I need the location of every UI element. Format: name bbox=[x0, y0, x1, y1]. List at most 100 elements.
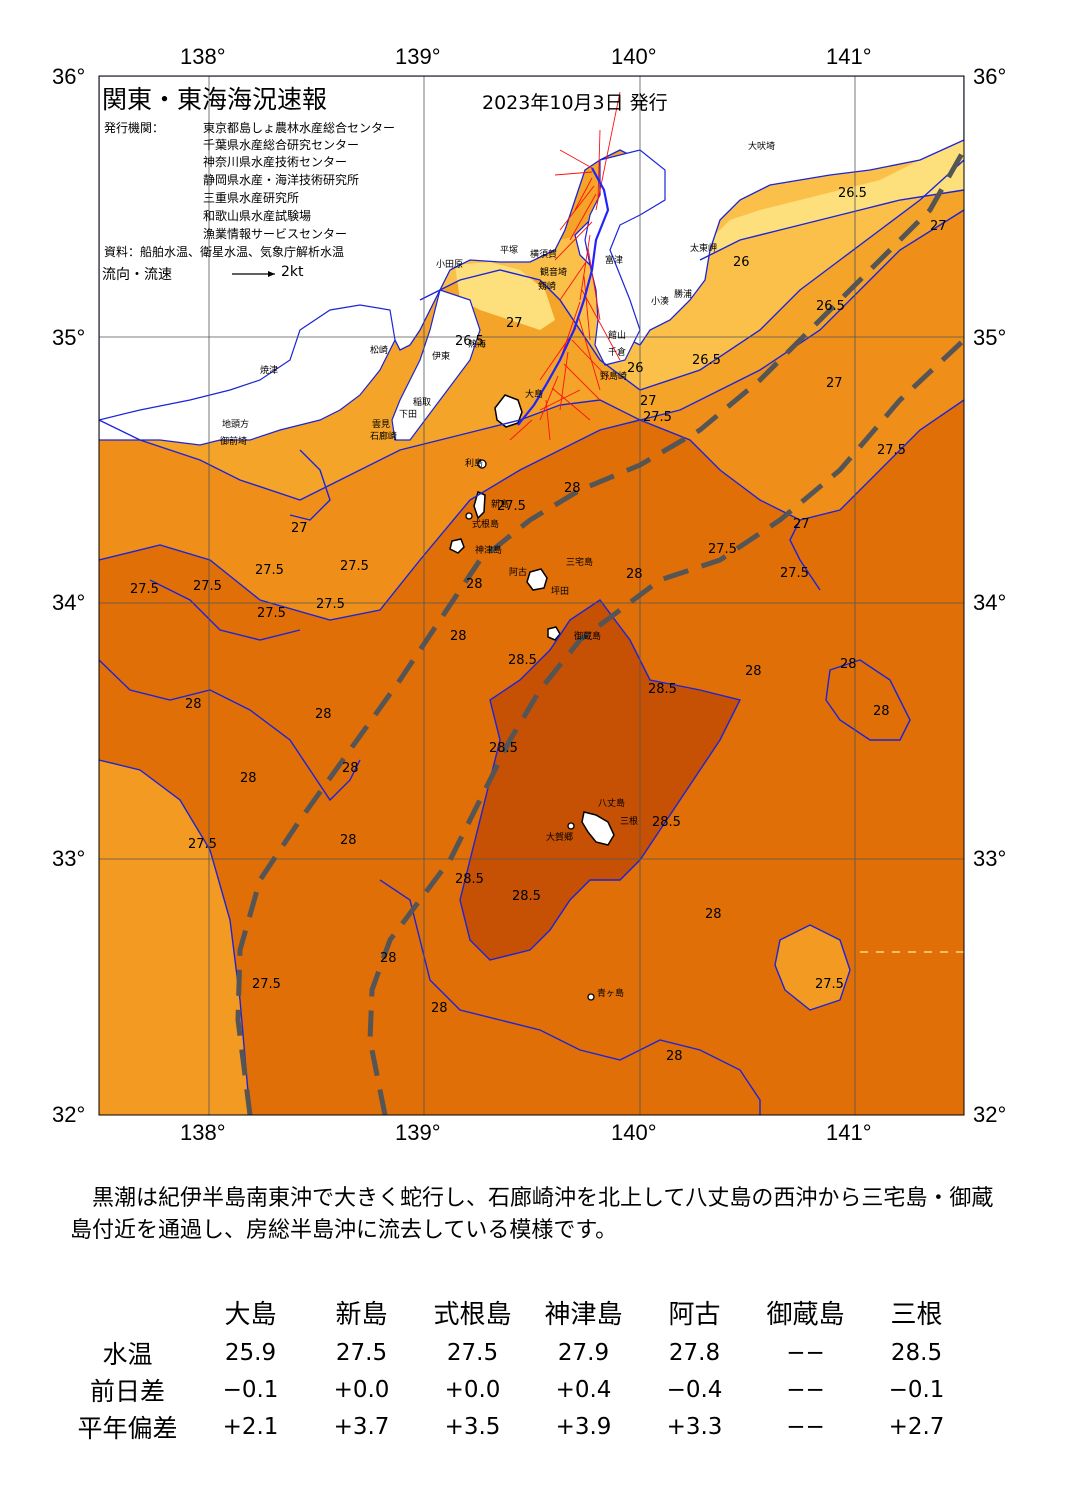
place-name: 利島 bbox=[465, 459, 484, 469]
table-row: 平年偏差 +2.1 +3.7 +3.5 +3.9 +3.3 −− +2.7 bbox=[60, 1408, 972, 1445]
lat-label-left-33: 33° bbox=[52, 846, 86, 871]
current-vectors bbox=[509, 91, 621, 441]
place-name: 大島 bbox=[525, 390, 544, 400]
place-name: 野島崎 bbox=[600, 372, 628, 382]
table-cell: +2.1 bbox=[222, 1413, 279, 1440]
table-cell: +3.7 bbox=[333, 1413, 390, 1440]
lat-label-left-35: 35° bbox=[52, 325, 86, 350]
table-cell: +0.0 bbox=[333, 1376, 390, 1403]
place-name: 館山 bbox=[608, 331, 627, 341]
lat-label-right-34: 34° bbox=[973, 590, 1007, 615]
lat-label-right-35: 35° bbox=[973, 325, 1007, 350]
station-header: 神津島 bbox=[544, 1299, 623, 1330]
contour-label: 28 bbox=[315, 707, 332, 722]
issue-date: 2023年10月3日 発行 bbox=[482, 92, 668, 114]
lon-label-top-138: 138° bbox=[180, 44, 226, 69]
place-name: 下田 bbox=[399, 410, 418, 420]
lat-label-left-32: 32° bbox=[52, 1102, 86, 1127]
summary-text: 黒潮は紀伊半島南東沖で大きく蛇行し、石廊崎沖を北上して八丈島の西沖から三宅島・御… bbox=[70, 1186, 994, 1243]
place-name: 伊東 bbox=[432, 352, 451, 362]
place-name: 平塚 bbox=[500, 246, 519, 256]
place-name: 横須賀 bbox=[530, 250, 558, 260]
map-title: 関東・東海海況速報 bbox=[102, 85, 328, 114]
ocean-26-izu-bay bbox=[455, 262, 555, 330]
place-name: 八丈島 bbox=[598, 799, 626, 809]
graticule bbox=[99, 76, 964, 1115]
island-oshima bbox=[494, 394, 523, 428]
contour-label: 27 bbox=[640, 394, 657, 409]
contour-label: 26.5 bbox=[838, 186, 867, 201]
contour-label: 27.5 bbox=[497, 499, 526, 514]
place-name: 三宅島 bbox=[566, 558, 594, 568]
contour-label: 28 bbox=[450, 629, 467, 644]
place-name: 大賀郷 bbox=[546, 833, 574, 843]
place-name: 小田原 bbox=[436, 260, 464, 270]
ocean-27-5-southwest bbox=[99, 760, 250, 1115]
place-name: 御蔵島 bbox=[574, 632, 602, 642]
place-name: 観音埼 bbox=[540, 268, 568, 278]
place-name: 稲取 bbox=[413, 398, 432, 408]
table-cell: −0.4 bbox=[666, 1376, 723, 1403]
station-header: 御蔵島 bbox=[766, 1299, 845, 1330]
contour-label: 28.5 bbox=[512, 889, 541, 904]
place-name: 式根島 bbox=[472, 520, 500, 530]
lat-label-right-32: 32° bbox=[973, 1102, 1007, 1127]
table-cell: −− bbox=[786, 1376, 825, 1403]
place-name: 神津島 bbox=[475, 546, 503, 556]
island-shikinejima bbox=[465, 512, 473, 520]
contour-label: 26 bbox=[627, 361, 644, 376]
table-cell: 27.5 bbox=[446, 1339, 499, 1366]
ocean-27-5-east-patch bbox=[775, 925, 850, 1010]
lat-label-right-33: 33° bbox=[973, 846, 1007, 871]
observation-table: 大島 新島 式根島 神津島 阿古 御蔵島 三根 水温 25.9 27.5 27.… bbox=[60, 1290, 972, 1445]
place-name: 勝浦 bbox=[674, 290, 693, 300]
table-cell: +3.3 bbox=[666, 1413, 723, 1440]
place-name: 大吠埼 bbox=[748, 142, 776, 152]
contour-label: 28.5 bbox=[489, 741, 518, 756]
place-name: 剱崎 bbox=[538, 282, 557, 292]
contour-label: 27.5 bbox=[780, 566, 809, 581]
place-name: 千倉 bbox=[608, 348, 627, 358]
contour-label: 28 bbox=[564, 481, 581, 496]
place-name: 三根 bbox=[620, 817, 639, 827]
contour-label: 28.5 bbox=[652, 815, 681, 830]
flow-label: 流向・流速 bbox=[102, 267, 172, 283]
contour-label: 27 bbox=[826, 376, 843, 391]
contour-label: 26.5 bbox=[455, 334, 484, 349]
contour-label: 28 bbox=[705, 907, 722, 922]
publisher-4: 静岡県水産・海洋技術研究所 bbox=[203, 173, 360, 187]
table-cell: −0.1 bbox=[222, 1376, 279, 1403]
contour-label: 27.5 bbox=[815, 977, 844, 992]
table-cell: 27.5 bbox=[335, 1339, 388, 1366]
contour-label: 27.5 bbox=[188, 837, 217, 852]
contour-label: 28 bbox=[340, 833, 357, 848]
contour-label: 27.5 bbox=[257, 606, 286, 621]
island-toshima bbox=[477, 459, 487, 469]
contour-label: 28 bbox=[185, 697, 202, 712]
contour-label: 28 bbox=[745, 664, 762, 679]
lat-label-right-36: 36° bbox=[973, 64, 1007, 89]
contour-label: 28.5 bbox=[648, 682, 677, 697]
table-cell: 27.9 bbox=[557, 1339, 610, 1366]
land-boso-peninsula bbox=[584, 149, 666, 366]
contour-label: 27.5 bbox=[877, 443, 906, 458]
station-header: 三根 bbox=[890, 1299, 943, 1330]
land-izu-peninsula bbox=[391, 289, 481, 441]
contour-label: 28 bbox=[873, 704, 890, 719]
place-name: 松崎 bbox=[370, 346, 389, 356]
kuroshio-axis bbox=[235, 148, 964, 1115]
contour-label: 27.5 bbox=[643, 410, 672, 425]
publisher-5: 三重県水産研究所 bbox=[203, 191, 300, 205]
table-cell: −− bbox=[786, 1339, 825, 1366]
place-name: 焼津 bbox=[260, 366, 279, 376]
row-label: 水温 bbox=[102, 1339, 153, 1369]
table-cell: +3.9 bbox=[555, 1413, 612, 1440]
table-row: 前日差 −0.1 +0.0 +0.0 +0.4 −0.4 −− −0.1 bbox=[60, 1371, 972, 1408]
land-omaezaki bbox=[99, 304, 396, 446]
station-header: 大島 bbox=[224, 1299, 277, 1330]
contour-label: 28 bbox=[240, 771, 257, 786]
contour-label: 27 bbox=[930, 219, 947, 234]
ocean-28-5-core bbox=[460, 600, 740, 960]
island-hachijojima bbox=[581, 811, 615, 846]
place-name: 小湊 bbox=[651, 297, 670, 307]
